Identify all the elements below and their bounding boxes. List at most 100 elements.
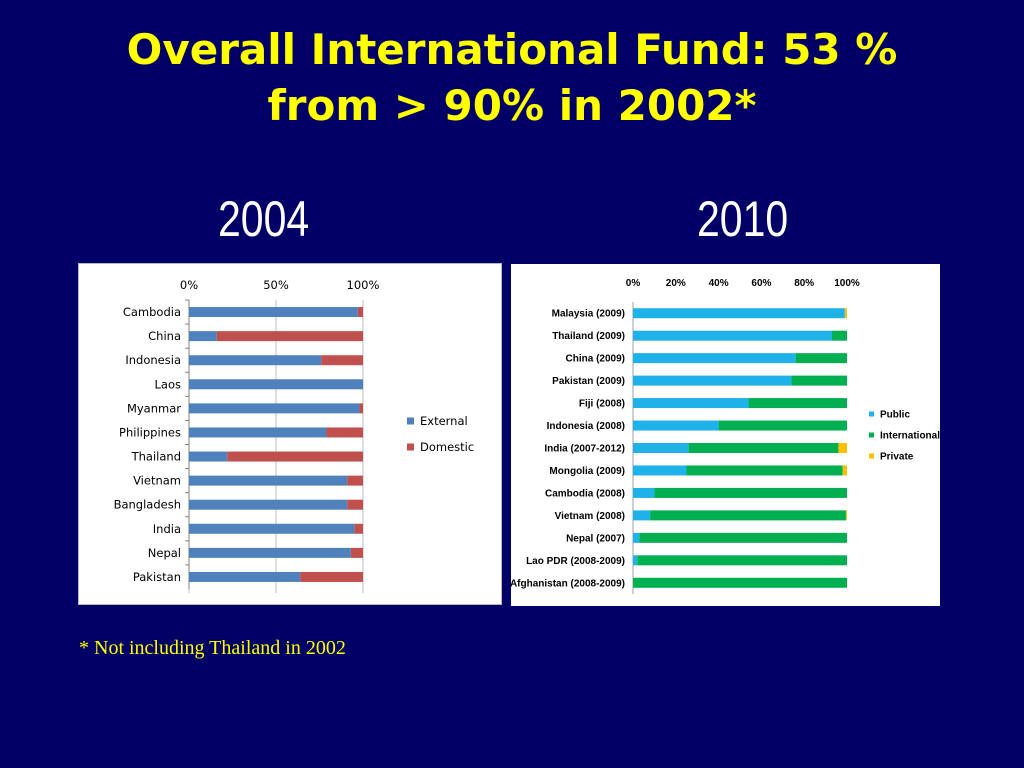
category-label-laos: Laos [155, 377, 181, 391]
bar-public-malaysia-2009 [633, 308, 845, 319]
legend-label-domestic: Domestic [420, 440, 474, 454]
legend-label-international: International [880, 431, 940, 442]
legend-swatch-external [407, 417, 414, 425]
bar-domestic-pakistan [300, 571, 363, 582]
bar-domestic-vietnam [347, 475, 363, 486]
category-label-lao-pdr-2008-2009: Lao PDR (2008-2009) [526, 556, 625, 567]
bar-international-indonesia-2008 [718, 420, 847, 431]
legend-label-public: Public [880, 410, 910, 421]
bar-external-bangladesh [189, 499, 348, 510]
title-line-2: from > 90% in 2002* [267, 81, 757, 130]
bar-external-philippines [189, 427, 327, 438]
bar-international-china-2009 [795, 353, 847, 364]
bar-domestic-nepal [350, 547, 363, 558]
category-label-afghanistan-2008-2009: Afghanistan (2008-2009) [511, 578, 625, 589]
category-label-cambodia-2008: Cambodia (2008) [545, 488, 625, 499]
bar-external-vietnam [189, 475, 348, 486]
bar-public-lao-pdr-2008-2009 [633, 555, 638, 566]
bar-external-cambodia [189, 307, 358, 318]
category-label-nepal: Nepal [148, 546, 181, 560]
bar-public-nepal-2007 [633, 532, 640, 543]
bar-external-thailand [189, 451, 228, 462]
category-label-china-2009: China (2009) [566, 354, 625, 365]
category-label-mongolia-2009: Mongolia (2009) [549, 466, 625, 477]
legend-label-private: Private [880, 452, 914, 463]
x-tick-label: 20% [666, 278, 686, 289]
chart-2010: 0% 20% 40% 60% 80% 100% Malaysia (2009) Thailan… [511, 264, 940, 606]
category-label-vietnam-2008: Vietnam (2008) [555, 511, 625, 522]
bar-international-thailand-2009 [832, 330, 847, 341]
bar-domestic-bangladesh [347, 499, 363, 510]
bar-public-pakistan-2009 [633, 375, 792, 386]
bar-public-cambodia-2008 [633, 487, 655, 498]
x-tick-label: 100% [347, 278, 380, 292]
bar-international-fiji-2008 [748, 398, 847, 409]
bar-international-pakistan-2009 [791, 375, 847, 386]
x-tick-label: 0% [626, 278, 641, 289]
bar-international-india-2007-2012 [688, 443, 839, 453]
x-tick-label: 50% [263, 278, 289, 292]
bar-international-cambodia-2008 [654, 487, 847, 498]
category-label-thailand-2009: Thailand (2009) [552, 331, 625, 342]
bar-external-nepal [189, 547, 351, 558]
bar-external-pakistan [189, 571, 301, 582]
bar-external-myanmar [189, 403, 360, 414]
legend-swatch-public [869, 411, 874, 417]
category-label-india: India [153, 522, 181, 536]
bar-private-mongolia-2009 [842, 465, 847, 476]
title-line-1: Overall International Fund: 53 % [126, 25, 898, 74]
bar-domestic-cambodia [357, 307, 363, 318]
bar-domestic-philippines [326, 427, 363, 438]
bar-external-india [189, 523, 355, 534]
legend-swatch-private [869, 453, 874, 459]
year-label-2004: 2004 [218, 191, 310, 247]
bar-private-vietnam-2008 [845, 510, 847, 521]
category-label-thailand: Thailand [131, 450, 181, 464]
bar-public-india-2007-2012 [633, 443, 689, 453]
category-label-cambodia: Cambodia [123, 305, 181, 319]
category-label-pakistan-2009: Pakistan (2009) [552, 376, 625, 387]
category-label-bangladesh: Bangladesh [114, 498, 181, 512]
bar-private-malaysia-2009 [844, 308, 847, 319]
bar-domestic-indonesia [321, 355, 363, 366]
x-tick-label: 100% [834, 278, 860, 289]
category-label-malaysia-2009: Malaysia (2009) [552, 309, 625, 320]
bar-external-laos [189, 379, 363, 390]
chart-2004: 0% 50% 100% Cambodia China Indonesia Laos Myanm… [78, 263, 502, 605]
x-tick-label: 60% [751, 278, 771, 289]
bar-domestic-india [354, 523, 363, 534]
bar-domestic-china [216, 331, 363, 342]
category-label-fiji-2008: Fiji (2008) [579, 399, 625, 410]
bar-international-vietnam-2008 [650, 510, 846, 521]
footnote: * Not including Thailand in 2002 [79, 637, 346, 659]
bar-public-mongolia-2009 [633, 465, 687, 476]
bar-domestic-myanmar [359, 403, 363, 414]
x-tick-label: 80% [794, 278, 814, 289]
bar-public-thailand-2009 [633, 330, 833, 341]
x-tick-label: 0% [180, 278, 198, 292]
category-label-philippines: Philippines [119, 425, 181, 439]
bar-international-mongolia-2009 [686, 465, 843, 476]
bar-private-india-2007-2012 [838, 443, 847, 453]
category-label-indonesia: Indonesia [125, 353, 181, 367]
year-label-2010: 2010 [697, 191, 789, 247]
bar-public-indonesia-2008 [633, 420, 719, 431]
legend-swatch-domestic [407, 443, 414, 451]
chart-2004-svg: 0% 50% 100% Cambodia China Indonesia Laos Myanm… [114, 278, 474, 593]
category-label-china: China [148, 329, 181, 343]
category-label-nepal-2007: Nepal (2007) [566, 533, 625, 544]
category-label-indonesia-2008: Indonesia (2008) [547, 421, 625, 432]
bar-international-nepal-2007 [639, 532, 847, 543]
bar-public-china-2009 [633, 353, 796, 364]
x-tick-label: 40% [709, 278, 729, 289]
category-label-india-2007-2012: India (2007-2012) [544, 444, 625, 455]
legend-label-external: External [420, 414, 468, 428]
bar-public-vietnam-2008 [633, 510, 651, 521]
slide-title: Overall International Fund: 53 % from > … [0, 22, 1024, 134]
bar-international-afghanistan-2008-2009 [633, 577, 847, 588]
bar-external-indonesia [189, 355, 322, 366]
legend-swatch-international [869, 432, 874, 438]
chart-2010-svg: 0% 20% 40% 60% 80% 100% Malaysia (2009) Thailan… [511, 278, 940, 594]
category-label-pakistan: Pakistan [133, 570, 181, 584]
bar-external-china [189, 331, 217, 342]
